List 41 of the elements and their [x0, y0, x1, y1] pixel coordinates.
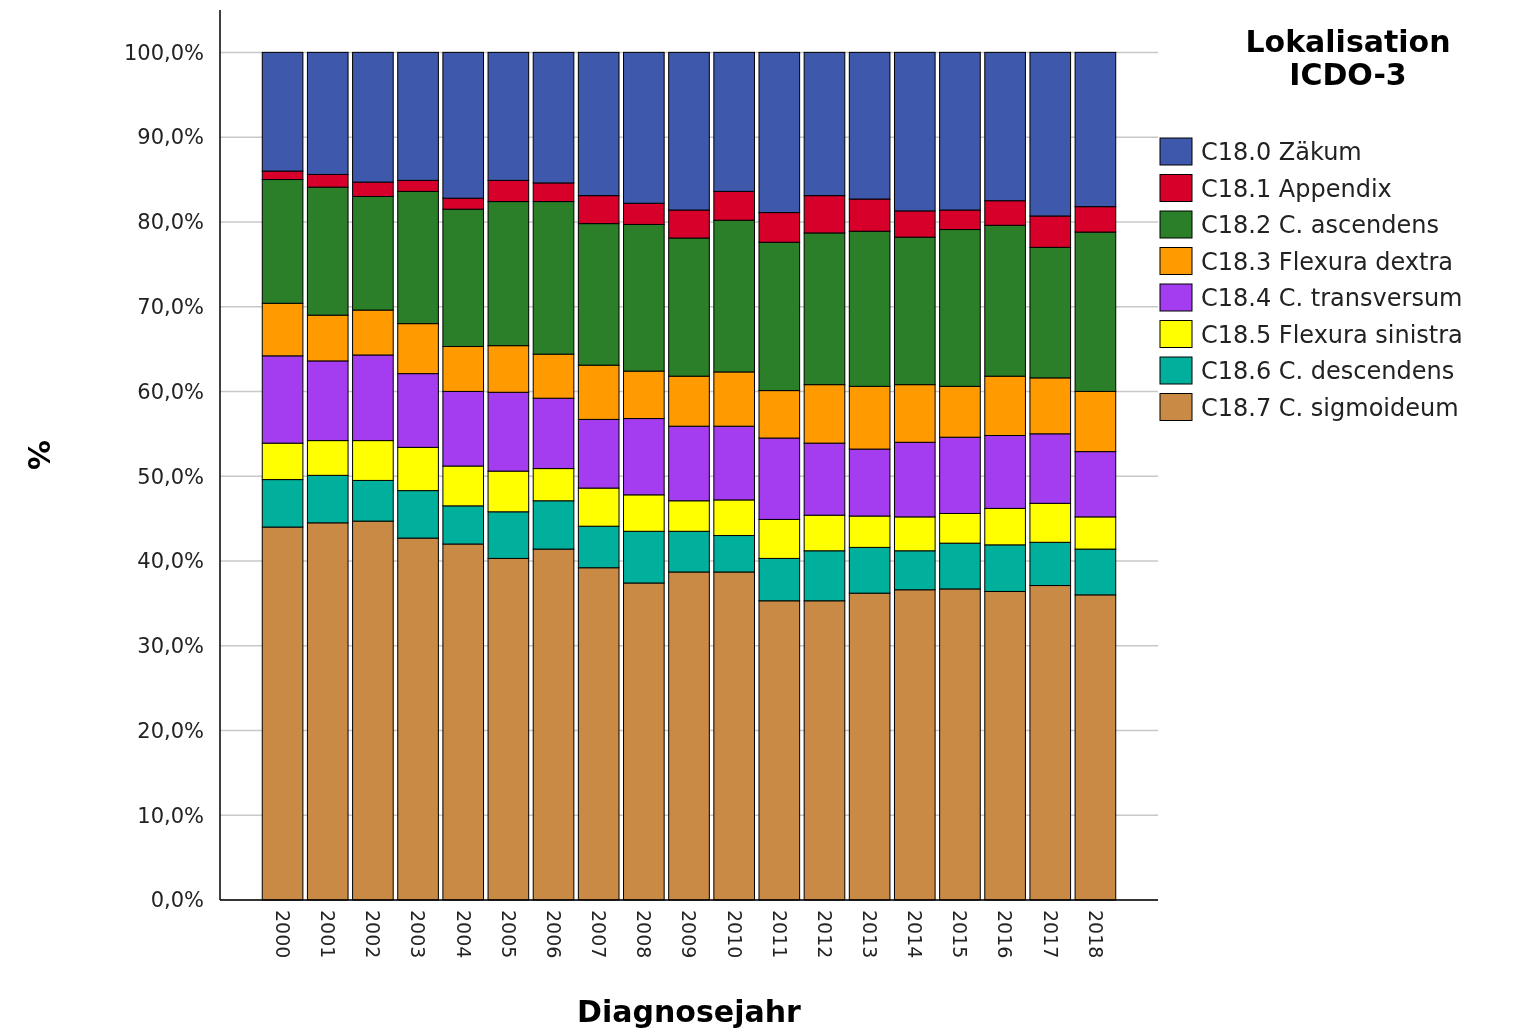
- y-tick-label: 60,0%: [137, 379, 204, 404]
- x-tick-label: 2008: [633, 910, 656, 959]
- legend-label: C18.5 Flexura sinistra: [1201, 320, 1463, 349]
- y-axis-title: %: [20, 439, 56, 471]
- x-tick-label: 2002: [362, 910, 385, 959]
- x-tick-label: 2007: [588, 910, 611, 959]
- legend-title: Lokalisation ICDO-3: [1245, 24, 1451, 92]
- x-tick-label: 2014: [904, 910, 927, 959]
- x-tick-label: 2013: [858, 910, 881, 959]
- legend-label: C18.0 Zäkum: [1201, 138, 1362, 167]
- legend-label: C18.7 C. sigmoideum: [1201, 393, 1459, 422]
- x-tick-label: 2000: [271, 910, 294, 959]
- x-tick-label: 2016: [994, 910, 1017, 959]
- y-tick-label: 40,0%: [137, 549, 204, 574]
- y-tick-label: 80,0%: [137, 210, 204, 235]
- x-tick-label: 2010: [723, 910, 746, 959]
- x-tick-label: 2003: [407, 910, 430, 959]
- x-tick-label: 2011: [768, 910, 791, 959]
- legend-label: C18.1 Appendix: [1201, 174, 1392, 203]
- x-tick-label: 2001: [317, 910, 340, 959]
- x-tick-label: 2004: [452, 910, 475, 959]
- legend-label: C18.6 C. descendens: [1201, 357, 1455, 386]
- y-tick-label: 90,0%: [137, 125, 204, 150]
- x-tick-label: 2015: [949, 910, 972, 959]
- x-tick-label: 2018: [1084, 910, 1107, 959]
- legend-label: C18.2 C. ascendens: [1201, 211, 1439, 240]
- legend-label: C18.3 Flexura dextra: [1201, 247, 1454, 276]
- y-tick-label: 30,0%: [137, 634, 204, 659]
- y-tick-label: 20,0%: [137, 718, 204, 743]
- y-tick-label: 10,0%: [137, 803, 204, 828]
- x-tick-label: 2009: [678, 910, 701, 959]
- x-tick-label: 2012: [813, 910, 836, 959]
- y-tick-label: 50,0%: [137, 464, 204, 489]
- x-axis-title: Diagnosejahr: [577, 994, 802, 1029]
- x-tick-label: 2005: [497, 910, 520, 959]
- legend-label: C18.4 C. transversum: [1201, 284, 1463, 313]
- y-tick-label: 70,0%: [137, 295, 204, 320]
- y-tick-label: 0,0%: [150, 888, 204, 913]
- x-tick-label: 2017: [1039, 910, 1062, 959]
- y-tick-label: 100,0%: [123, 40, 204, 65]
- x-tick-label: 2006: [542, 910, 565, 959]
